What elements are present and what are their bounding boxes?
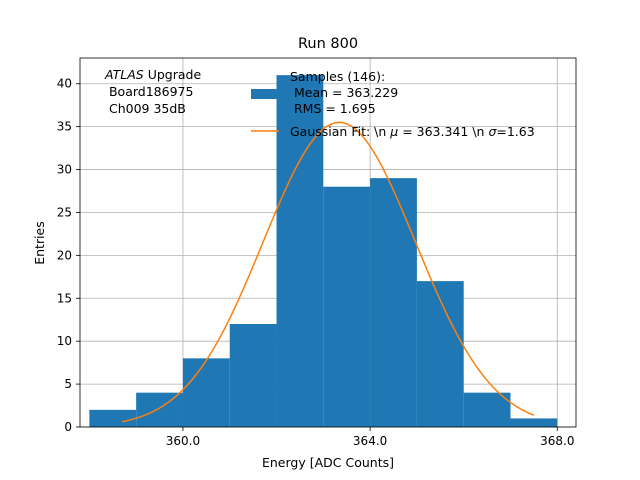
gaussian-fit-curve [121,121,535,423]
y-tick-label: 10 [57,334,72,348]
histogram-bar [182,358,230,427]
y-tick-label: 20 [57,248,72,262]
histogram-bar [370,178,417,427]
y-tick-label: 0 [64,420,72,434]
histogram-bar [323,186,371,427]
histogram-bar [510,418,558,427]
legend-hist-line-1: Samples (146): [290,69,385,84]
legend-fit-label: Gaussian Fit: \n μ = 363.341 \n σ=1.63 [290,124,535,139]
legend-hist-swatch [251,89,279,99]
y-tick-label: 5 [64,377,72,391]
y-tick-label: 30 [57,163,72,177]
legend-hist-line-3: RMS = 1.695 [290,101,376,116]
histogram-bar [89,409,137,427]
y-tick-label: 25 [57,205,72,219]
y-axis-label: Entries [32,221,47,265]
annotation-line-3: Ch009 35dB [105,101,186,116]
histogram-bar [136,392,183,427]
histogram-bar [229,324,277,427]
chart-title: Run 800 [298,36,358,52]
legend-hist-line-2: Mean = 363.229 [290,85,398,100]
histogram-bar [416,281,464,427]
histogram-bar [463,392,511,427]
y-tick-label: 15 [57,291,72,305]
x-axis-ticks: 360.0 364.0 368.0 [166,427,574,448]
legend: Samples (146): Mean = 363.229 RMS = 1.69… [251,69,535,139]
histogram-bar [276,75,324,428]
x-axis-label: Energy [ADC Counts] [262,455,394,470]
x-tick-label: 364.0 [353,434,387,448]
y-axis-ticks: 0 5 10 15 20 25 30 35 40 [57,77,80,434]
y-tick-label: 40 [57,77,72,91]
plot-frame [79,57,577,428]
x-tick-label: 360.0 [166,434,200,448]
y-tick-label: 35 [57,120,72,134]
histogram-bars [89,75,558,428]
annotation-line-1: ATLAS Upgrade [104,67,201,82]
atlas-annotation: ATLAS Upgrade Board186975 Ch009 35dB [104,67,201,116]
annotation-line-2: Board186975 [105,84,193,99]
x-tick-label: 368.0 [540,434,574,448]
